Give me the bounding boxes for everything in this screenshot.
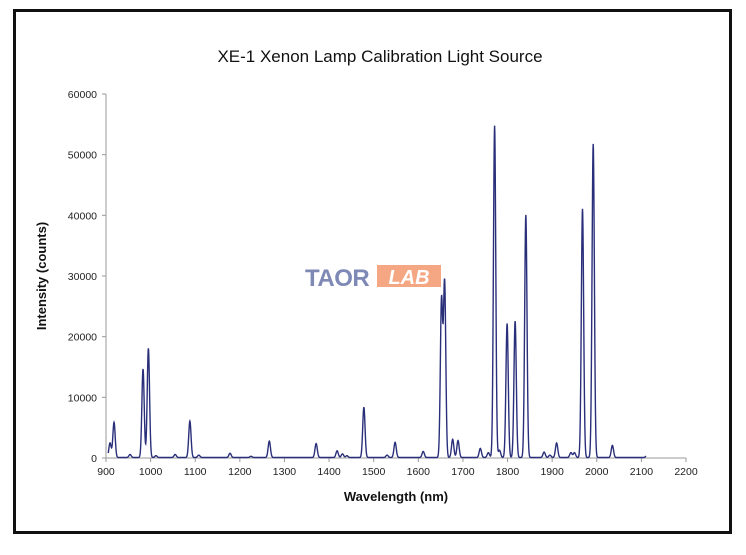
spectrum-line bbox=[107, 125, 647, 459]
x-tick-label: 1800 bbox=[496, 466, 520, 478]
x-tick-label: 1300 bbox=[273, 466, 297, 478]
x-tick-label: 1500 bbox=[362, 466, 386, 478]
x-tick-label: 2100 bbox=[630, 466, 654, 478]
x-tick-label: 1700 bbox=[451, 466, 475, 478]
y-axis-label: Intensity (counts) bbox=[34, 222, 49, 330]
x-axis-label: Wavelength (nm) bbox=[344, 489, 448, 504]
x-tick-label: 1400 bbox=[317, 466, 341, 478]
y-tick-label: 50000 bbox=[68, 150, 97, 162]
x-tick-label: 900 bbox=[97, 466, 115, 478]
logo-box bbox=[377, 265, 441, 287]
logo-text-left: TAOR bbox=[305, 265, 369, 292]
y-tick-label: 20000 bbox=[68, 332, 97, 344]
x-tick-label: 2000 bbox=[585, 466, 609, 478]
y-tick-label: 0 bbox=[91, 453, 97, 465]
x-tick-label: 1900 bbox=[540, 466, 564, 478]
x-tick-label: 1000 bbox=[139, 466, 163, 478]
x-tick-label: 2200 bbox=[674, 466, 698, 478]
x-tick-label: 1600 bbox=[407, 466, 431, 478]
logo-text-right: LAB bbox=[388, 267, 429, 289]
x-tick-label: 1100 bbox=[184, 466, 207, 478]
y-tick-label: 10000 bbox=[68, 392, 97, 404]
y-tick-label: 40000 bbox=[68, 210, 97, 222]
y-tick-label: 60000 bbox=[68, 89, 97, 101]
chart-frame bbox=[13, 9, 732, 534]
taorlab-logo: TAOR LAB bbox=[305, 265, 441, 292]
chart-title: XE-1 Xenon Lamp Calibration Light Source bbox=[217, 47, 542, 66]
x-tick-label: 1200 bbox=[228, 466, 252, 478]
y-tick-label: 30000 bbox=[68, 271, 97, 283]
